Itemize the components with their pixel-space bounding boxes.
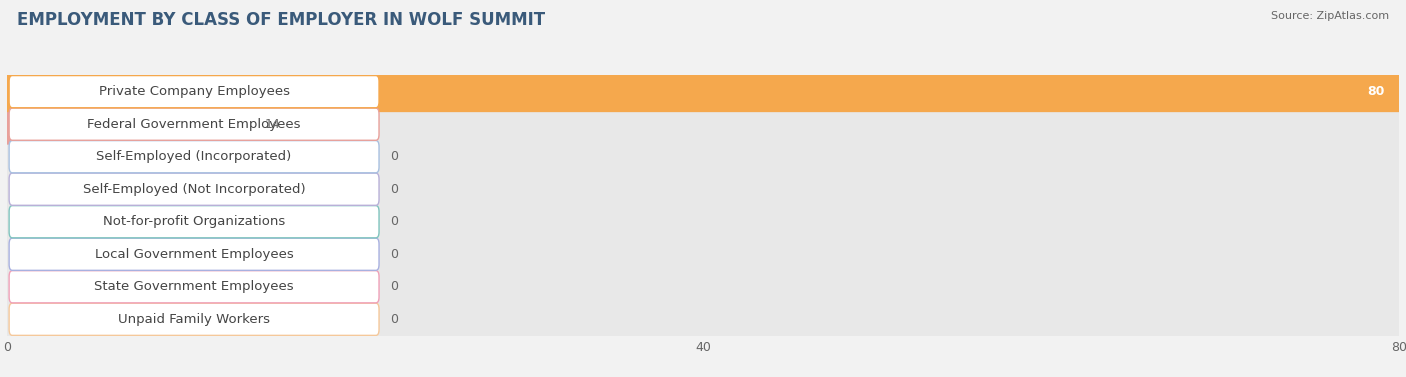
FancyBboxPatch shape <box>3 71 1403 112</box>
Text: Federal Government Employees: Federal Government Employees <box>87 118 301 131</box>
FancyBboxPatch shape <box>3 299 1403 340</box>
FancyBboxPatch shape <box>3 104 1403 145</box>
Text: Local Government Employees: Local Government Employees <box>94 248 294 261</box>
FancyBboxPatch shape <box>8 238 380 270</box>
Text: 0: 0 <box>389 313 398 326</box>
Text: Private Company Employees: Private Company Employees <box>98 85 290 98</box>
Text: 0: 0 <box>389 248 398 261</box>
Text: 0: 0 <box>389 280 398 293</box>
FancyBboxPatch shape <box>3 266 1403 307</box>
Text: Not-for-profit Organizations: Not-for-profit Organizations <box>103 215 285 228</box>
Text: EMPLOYMENT BY CLASS OF EMPLOYER IN WOLF SUMMIT: EMPLOYMENT BY CLASS OF EMPLOYER IN WOLF … <box>17 11 546 29</box>
Text: 0: 0 <box>389 183 398 196</box>
FancyBboxPatch shape <box>3 234 1403 275</box>
Text: Self-Employed (Not Incorporated): Self-Employed (Not Incorporated) <box>83 183 305 196</box>
FancyBboxPatch shape <box>8 173 380 205</box>
FancyBboxPatch shape <box>3 169 1403 210</box>
Text: 80: 80 <box>1368 85 1385 98</box>
FancyBboxPatch shape <box>8 271 380 303</box>
FancyBboxPatch shape <box>8 75 380 108</box>
Text: State Government Employees: State Government Employees <box>94 280 294 293</box>
Text: Unpaid Family Workers: Unpaid Family Workers <box>118 313 270 326</box>
FancyBboxPatch shape <box>8 303 380 336</box>
Text: 0: 0 <box>389 150 398 163</box>
FancyBboxPatch shape <box>3 201 1403 242</box>
FancyBboxPatch shape <box>3 104 256 145</box>
Text: 0: 0 <box>389 215 398 228</box>
Text: Source: ZipAtlas.com: Source: ZipAtlas.com <box>1271 11 1389 21</box>
FancyBboxPatch shape <box>3 136 1403 177</box>
FancyBboxPatch shape <box>3 71 1403 112</box>
Text: Self-Employed (Incorporated): Self-Employed (Incorporated) <box>97 150 291 163</box>
FancyBboxPatch shape <box>8 205 380 238</box>
FancyBboxPatch shape <box>8 141 380 173</box>
Text: 14: 14 <box>264 118 280 131</box>
FancyBboxPatch shape <box>8 108 380 140</box>
